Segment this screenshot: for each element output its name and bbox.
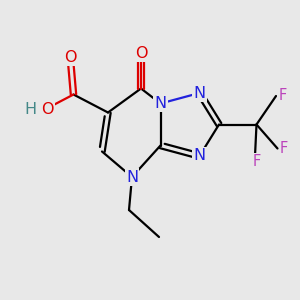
Text: N: N [194, 85, 206, 100]
Text: O: O [64, 50, 77, 65]
Text: O: O [135, 46, 147, 61]
Text: F: F [278, 88, 287, 104]
Text: N: N [154, 96, 166, 111]
Text: F: F [252, 154, 261, 169]
Text: N: N [194, 148, 206, 164]
Text: O: O [41, 102, 54, 117]
Text: H: H [25, 102, 37, 117]
Text: N: N [126, 169, 138, 184]
Text: F: F [280, 141, 288, 156]
